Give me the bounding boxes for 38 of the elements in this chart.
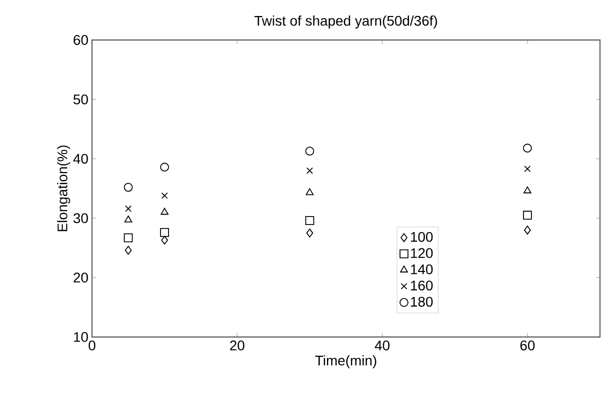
y-tick-label: 20 <box>74 272 88 283</box>
y-tick-label: 60 <box>74 35 88 45</box>
legend-label: 180 <box>411 296 433 307</box>
point <box>522 210 532 220</box>
x-tick-label: 20 <box>230 340 244 350</box>
x-tick-label: 40 <box>374 340 390 350</box>
point <box>124 233 133 242</box>
y-tick-label: 30 <box>74 213 88 224</box>
y-tick-label: 40 <box>73 154 88 164</box>
point <box>124 182 133 192</box>
y-tick-label: 10 <box>74 332 88 342</box>
point <box>161 192 168 199</box>
point <box>305 146 314 156</box>
point <box>124 246 132 255</box>
x-axis-title: Time(min) <box>315 355 376 368</box>
point <box>305 216 314 226</box>
point <box>306 167 313 174</box>
legend-label: 100 <box>411 232 433 242</box>
point <box>306 188 314 196</box>
point <box>524 166 531 172</box>
legend-label: 140 <box>411 264 433 274</box>
point <box>524 186 532 194</box>
y-axis-title: Elongation(%) <box>57 146 70 232</box>
x-tick-label: 0 <box>88 340 96 350</box>
point <box>125 205 132 212</box>
point <box>124 216 132 222</box>
point <box>522 144 532 153</box>
point <box>160 162 170 172</box>
y-tick-label: 50 <box>74 94 88 104</box>
legend-label: 120 <box>411 248 433 258</box>
point <box>161 236 168 245</box>
point <box>524 226 531 235</box>
chart-title: Twist of shaped yarn(50d/36f) <box>254 16 437 29</box>
point <box>160 228 170 237</box>
point <box>306 228 314 238</box>
point <box>160 208 168 215</box>
legend-label: 160 <box>411 280 433 290</box>
x-tick-label: 60 <box>520 340 535 350</box>
